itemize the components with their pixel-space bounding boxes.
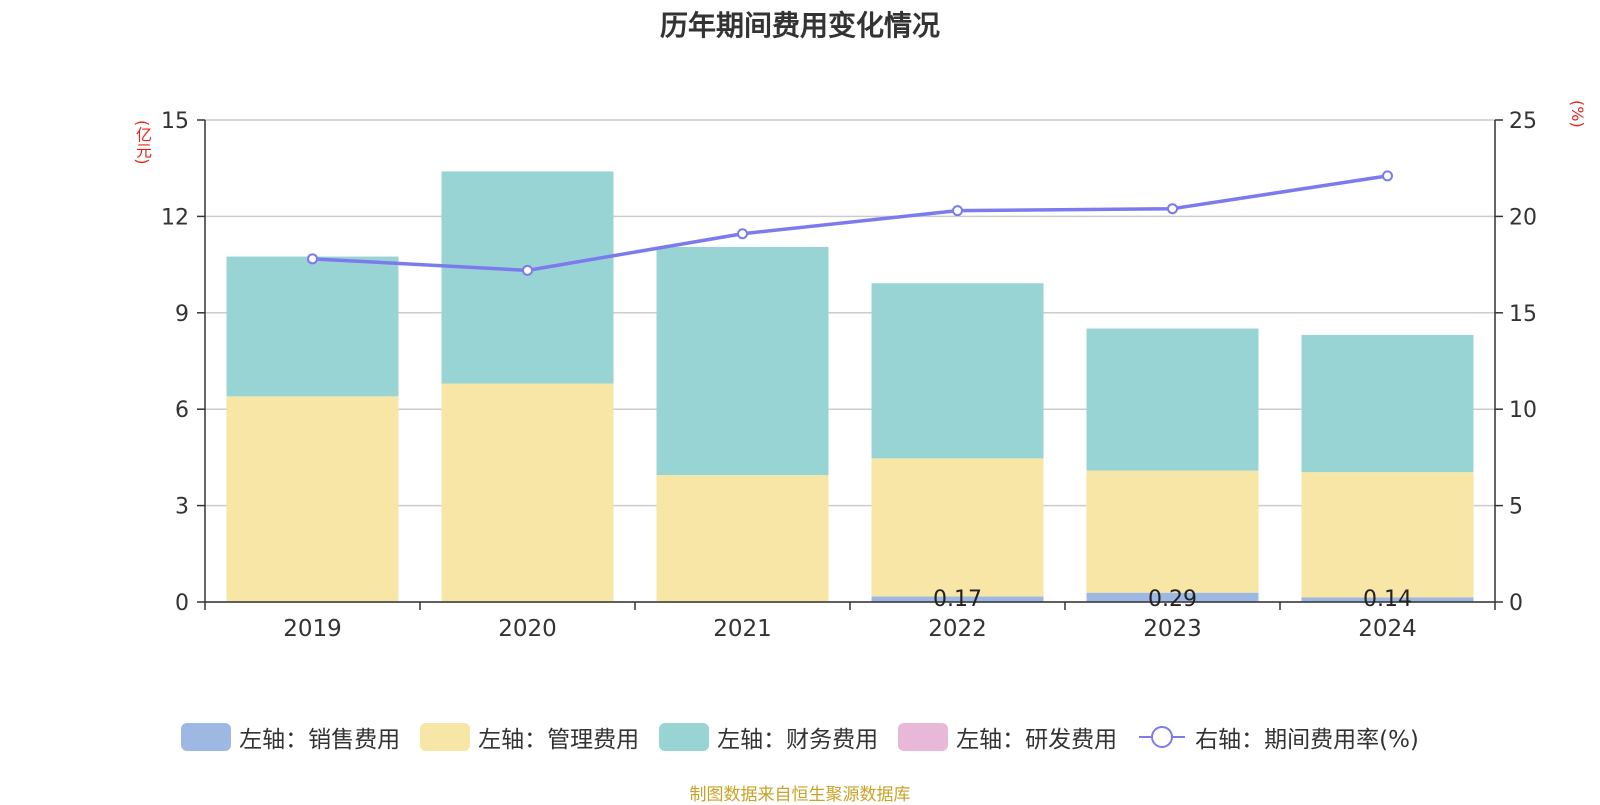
- rate-point: [737, 228, 748, 240]
- legend-swatch-admin: [420, 723, 471, 751]
- x-axis-tick-label: 2023: [1143, 616, 1202, 642]
- left-axis-tick-label: 15: [161, 109, 189, 134]
- legend-item-sales[interactable]: 左轴：销售费用: [181, 720, 400, 754]
- left-axis-tick-label: 3: [175, 495, 189, 520]
- rate-point: [522, 264, 533, 276]
- right-axis-tick-label: 5: [1509, 495, 1523, 520]
- data-source-note: 制图数据来自恒生聚源数据库: [689, 785, 911, 805]
- left-axis-tick-label: 0: [175, 591, 189, 616]
- x-axis-tick-label: 2022: [928, 616, 987, 642]
- legend-item-finance[interactable]: 左轴：财务费用: [659, 720, 878, 754]
- sales-data-label: 0.17: [933, 587, 982, 612]
- legend-label-sales: 左轴：销售费用: [239, 727, 401, 753]
- left-axis-tick-label: 12: [161, 205, 189, 230]
- left-axis-unit: (亿元): [133, 120, 152, 165]
- rate-line: [312, 174, 1388, 273]
- sales-data-label: 0.14: [1363, 587, 1412, 612]
- left-axis-tick-label: 6: [175, 398, 189, 423]
- legend-label-rate: 右轴：期间费用率(%): [1195, 727, 1419, 753]
- legend-label-admin: 左轴：管理费用: [478, 727, 640, 753]
- legend-swatch-rate: [1137, 723, 1187, 751]
- bar-左轴：财务费用-2024: [1301, 334, 1474, 473]
- legend-label-rd: 左轴：研发费用: [956, 727, 1118, 753]
- x-axis-tick-label: 2019: [283, 616, 342, 642]
- legend-swatch-sales: [181, 723, 232, 751]
- right-axis-tick-label: 20: [1509, 205, 1537, 230]
- rate-point: [952, 205, 963, 217]
- bar-左轴：财务费用-2022: [871, 283, 1044, 459]
- bar-左轴：财务费用-2023: [1086, 328, 1259, 471]
- right-axis-tick-label: 25: [1509, 109, 1537, 134]
- legend-item-rate[interactable]: 右轴：期间费用率(%): [1137, 720, 1419, 754]
- bar-左轴：财务费用-2021: [656, 246, 829, 476]
- bar-左轴：管理费用-2024: [1301, 472, 1474, 598]
- bar-左轴：管理费用-2022: [871, 458, 1044, 597]
- bar-左轴：销售费用-2022: [871, 596, 1044, 602]
- legend-label-finance: 左轴：财务费用: [717, 727, 879, 753]
- chart-title: 历年期间费用变化情况: [659, 9, 940, 42]
- x-axis-tick-label: 2020: [498, 616, 557, 642]
- sales-data-label: 0.29: [1148, 587, 1197, 612]
- bar-左轴：财务费用-2019: [226, 256, 399, 397]
- legend-item-rd[interactable]: 左轴：研发费用: [898, 720, 1117, 754]
- bar-左轴：销售费用-2024: [1301, 597, 1474, 602]
- rate-point: [1167, 203, 1178, 215]
- right-axis-unit: (%): [1568, 100, 1587, 128]
- bar-左轴：销售费用-2023: [1086, 592, 1259, 602]
- bar-左轴：管理费用-2020: [441, 383, 614, 602]
- right-axis-tick-label: 15: [1509, 302, 1537, 327]
- bar-左轴：管理费用-2023: [1086, 470, 1259, 593]
- x-axis-tick-label: 2021: [713, 616, 772, 642]
- x-axis-tick-label: 2024: [1358, 616, 1417, 642]
- legend-swatch-rd: [898, 723, 949, 751]
- legend-swatch-finance: [659, 723, 710, 751]
- bar-左轴：财务费用-2020: [441, 171, 614, 384]
- bar-左轴：管理费用-2019: [226, 396, 399, 602]
- legend: 左轴：销售费用 左轴：管理费用 左轴：财务费用 左轴：研发费用 右轴：期间费用率…: [0, 720, 1600, 754]
- rate-point: [307, 253, 318, 265]
- right-axis-tick-label: 0: [1509, 591, 1523, 616]
- bar-左轴：管理费用-2021: [656, 475, 829, 602]
- chart-plot: 0 3 6 9 12 15 0 5 10 15 20 25 2019 2020 2021 2022 2023 20…: [161, 109, 1537, 642]
- rate-point: [1382, 170, 1393, 182]
- right-axis-tick-label: 10: [1509, 398, 1537, 423]
- left-axis-tick-label: 9: [175, 302, 189, 327]
- legend-item-admin[interactable]: 左轴：管理费用: [420, 720, 639, 754]
